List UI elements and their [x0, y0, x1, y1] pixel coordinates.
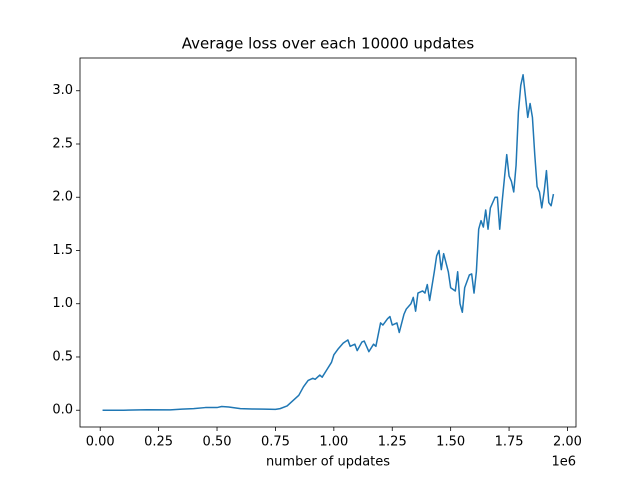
x-tick-label: 0.75: [261, 435, 290, 450]
x-tick-label: 0.50: [203, 435, 232, 450]
x-tick-label: 1.75: [495, 435, 524, 450]
plot-frame: [79, 57, 577, 428]
x-tick-label: 1.50: [436, 435, 465, 450]
y-tick-label: 0.5: [52, 349, 73, 364]
x-tick-label: 1.25: [378, 435, 407, 450]
y-tick-label: 3.0: [52, 83, 73, 98]
x-tick-label: 0.25: [144, 435, 173, 450]
x-offset-label: 1e6: [551, 455, 576, 470]
x-axis-label: number of updates: [266, 455, 390, 470]
y-tick-label: 1.0: [52, 296, 73, 311]
x-tick-label: 2.00: [553, 435, 582, 450]
y-tick-label: 2.5: [52, 136, 73, 151]
x-tick-label: 1.00: [319, 435, 348, 450]
x-tick-label: 0.00: [86, 435, 115, 450]
y-tick-label: 1.5: [52, 243, 73, 258]
line: [102, 74, 555, 411]
chart-title: Average loss over each 10000 updates: [182, 35, 475, 53]
y-tick-label: 2.0: [52, 190, 73, 205]
y-tick-label: 0.0: [52, 403, 73, 418]
